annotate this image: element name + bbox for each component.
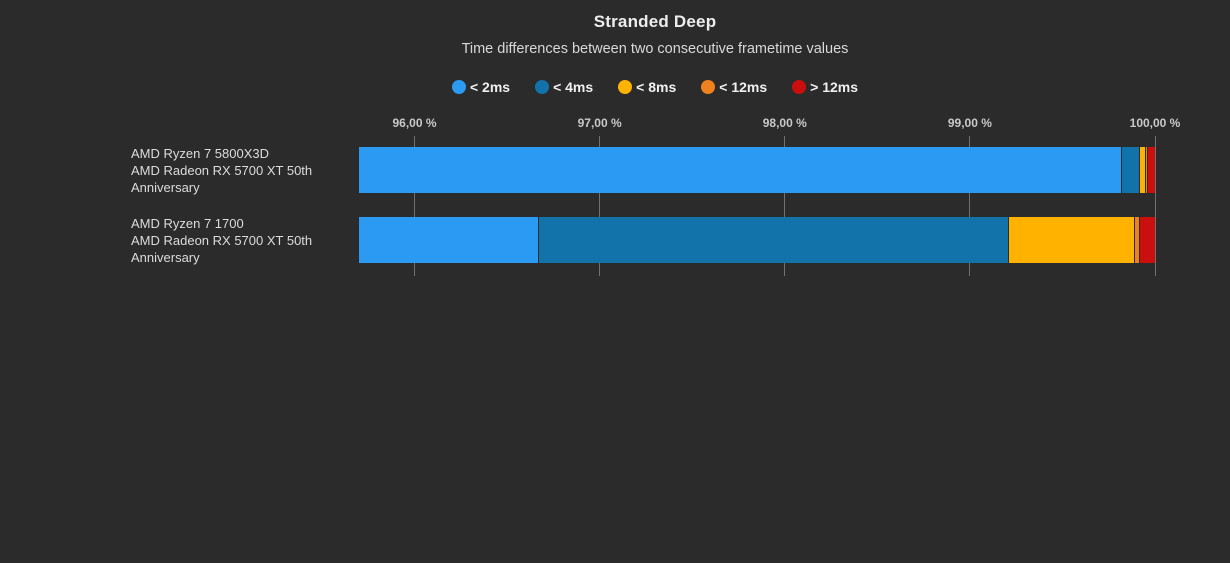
bar-row-label-line: AMD Ryzen 7 5800X3D [131,145,270,161]
legend-dot-icon [618,80,633,94]
axis-tick-label: 99,00 % [947,116,992,130]
gridline [1154,136,1156,276]
gridline [414,136,416,276]
legend-dot-icon [535,80,550,94]
legend-item-2: < 4ms [535,79,593,95]
legend-label: < 2ms [469,79,511,95]
bar-segment-12msms [1140,217,1155,263]
bar-segment-12msms [1147,147,1155,193]
axis-tick-label: 98,00 % [762,116,807,130]
bar-row-label-line: AMD Ryzen 7 1700 [131,215,244,231]
axis-tick-label: 100,00 % [1129,116,1181,130]
legend-label: < 8ms [636,79,677,95]
bar-row-label-line: AMD Radeon RX 5700 XT 50th Anniversary [131,232,313,265]
gridline [969,136,971,276]
legend-item-1: < 2ms [451,79,511,95]
bar-segment-12msms [1145,147,1148,193]
bar-segment-2msms [359,147,1122,193]
bar-row [359,147,1155,193]
axis-tick-label: 96,00 % [392,116,437,130]
gridline [784,136,786,276]
chart-title: Stranded Deep [593,12,717,31]
chart-header: Stranded Deep Time differences between t… [40,0,1230,95]
legend-dot-icon [451,80,466,94]
bar-segment-4msms [538,217,1009,263]
legend-label: < 4ms [553,79,594,95]
legend-label: < 12ms [719,79,768,95]
bar-row-label-line: AMD Radeon RX 5700 XT 50th Anniversary [131,162,313,195]
legend-item-4: < 12ms [701,79,767,95]
axis-tick-label: 97,00 % [577,116,622,130]
legend-dot-icon [792,80,807,94]
legend-label: > 12ms [810,79,859,95]
bar-segment-12msms [1134,217,1141,263]
legend-item-3: < 8ms [618,79,676,95]
legend-dot-icon [701,80,716,94]
bar-row-label: AMD Ryzen 7 5800X3D AMD Radeon RX 5700 XT… [131,145,361,195]
bar-row [359,217,1155,263]
bar-segment-2msms [359,217,539,263]
bar-row-label: AMD Ryzen 7 1700 AMD Radeon RX 5700 XT 50… [131,215,361,265]
bar-segment-8msms [1140,147,1146,193]
gridline [599,136,601,276]
chart-subtitle: Time differences between two consecutive… [461,41,849,57]
bar-segment-8msms [1008,217,1135,263]
bar-segment-4msms [1121,147,1141,193]
legend-item-5: > 12ms [792,79,858,95]
legend: < 2ms < 4ms < 8ms < 12ms > 12ms [40,79,1230,95]
